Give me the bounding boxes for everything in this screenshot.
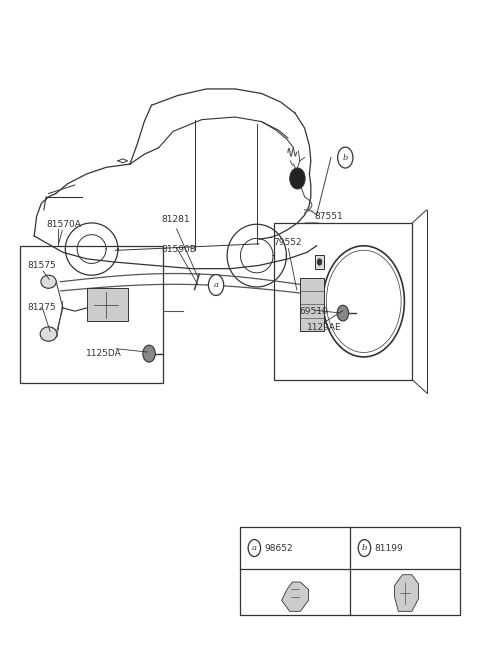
- Text: 69510: 69510: [300, 307, 329, 316]
- Circle shape: [337, 305, 348, 321]
- Text: 1125DA: 1125DA: [86, 349, 121, 358]
- Polygon shape: [282, 582, 309, 611]
- Text: 81199: 81199: [374, 544, 403, 553]
- Circle shape: [358, 540, 371, 557]
- Circle shape: [317, 259, 322, 265]
- Bar: [274, 223, 412, 380]
- Circle shape: [337, 147, 353, 168]
- Text: 81275: 81275: [27, 303, 56, 312]
- Text: 79552: 79552: [274, 238, 302, 247]
- Bar: [300, 278, 324, 331]
- Text: 1129AE: 1129AE: [307, 323, 342, 332]
- Text: a: a: [214, 281, 218, 289]
- Text: 81570A: 81570A: [46, 219, 81, 229]
- Circle shape: [208, 274, 224, 295]
- Text: 98652: 98652: [264, 544, 292, 553]
- Ellipse shape: [40, 327, 57, 341]
- Text: 81575: 81575: [27, 261, 56, 270]
- Text: 81281: 81281: [161, 215, 190, 224]
- Circle shape: [248, 540, 261, 557]
- Bar: [240, 527, 460, 615]
- Text: b: b: [362, 544, 367, 552]
- Bar: [315, 255, 324, 269]
- Text: 81590B: 81590B: [161, 244, 196, 253]
- Bar: [87, 288, 128, 321]
- Text: a: a: [252, 544, 257, 552]
- Polygon shape: [395, 574, 419, 611]
- Text: 87551: 87551: [314, 212, 343, 221]
- Circle shape: [290, 168, 305, 189]
- Bar: [20, 246, 163, 383]
- Text: b: b: [343, 153, 348, 162]
- Circle shape: [143, 345, 156, 362]
- Ellipse shape: [41, 275, 56, 288]
